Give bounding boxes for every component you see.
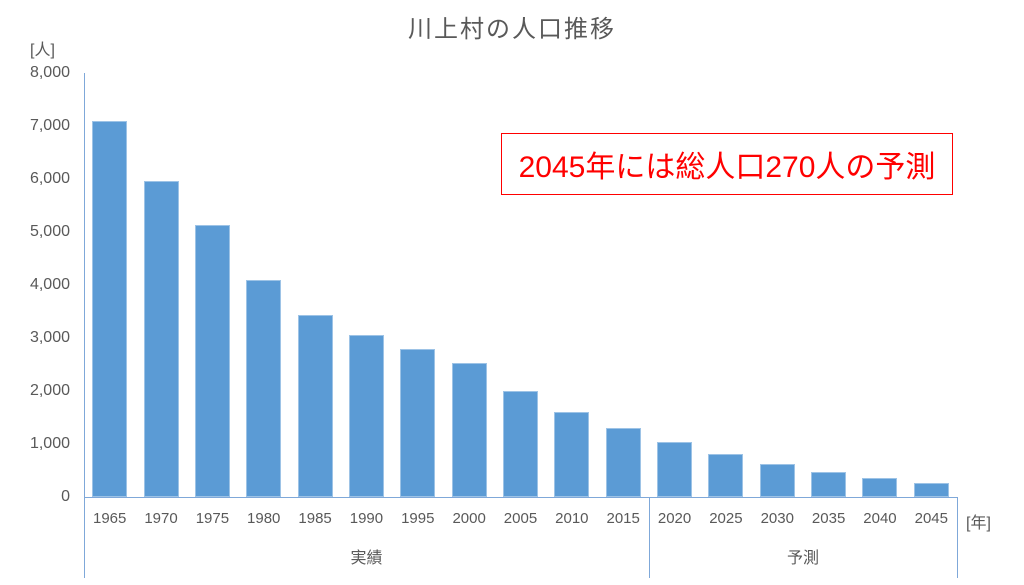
bar-2000 bbox=[451, 362, 487, 497]
bar-1970 bbox=[143, 180, 179, 497]
x-tick-label-2030: 2030 bbox=[760, 510, 794, 527]
y-axis-line bbox=[84, 73, 85, 578]
bar-2035 bbox=[811, 472, 847, 497]
x-tick-label-1990: 1990 bbox=[349, 510, 384, 527]
bar-1995 bbox=[400, 349, 436, 497]
bar-1965 bbox=[92, 120, 128, 497]
x-tick-label-2000: 2000 bbox=[452, 510, 486, 527]
group-label-actual: 実績 bbox=[350, 550, 383, 567]
bar-2030 bbox=[759, 464, 795, 497]
group-label-forecast: 予測 bbox=[786, 550, 819, 567]
bar-2045 bbox=[913, 482, 949, 497]
bar-1980 bbox=[246, 279, 282, 497]
y-tick-label: 3,000 bbox=[29, 329, 70, 346]
bar-1975 bbox=[194, 224, 230, 497]
axis-end-line bbox=[957, 497, 958, 578]
bar-2005 bbox=[503, 391, 538, 497]
y-tick-label: 8,000 bbox=[29, 64, 70, 81]
x-tick-label-2010: 2010 bbox=[555, 510, 589, 527]
y-tick-label: 7,000 bbox=[29, 117, 70, 134]
x-tick-label-2005: 2005 bbox=[503, 510, 538, 527]
bar-2010 bbox=[554, 411, 590, 497]
x-tick-label-1965: 1965 bbox=[92, 510, 127, 527]
y-tick-label: 5,000 bbox=[29, 223, 70, 240]
bar-1990 bbox=[348, 335, 384, 497]
x-tick-label-2020: 2020 bbox=[657, 510, 692, 527]
x-tick-label-1985: 1985 bbox=[298, 510, 332, 527]
bar-2015 bbox=[605, 428, 641, 497]
y-tick-label: 2,000 bbox=[29, 382, 70, 399]
y-tick-label: 1,000 bbox=[29, 435, 70, 452]
x-tick-label-2045: 2045 bbox=[914, 510, 948, 527]
bar-2020 bbox=[657, 441, 693, 497]
x-tick-label-1995: 1995 bbox=[401, 510, 435, 527]
bar-2025 bbox=[708, 454, 744, 497]
y-axis-unit-label: [人] bbox=[30, 42, 55, 59]
y-tick-label: 4,000 bbox=[29, 276, 70, 293]
annotation-text: 2045年には総人口270人の予測 bbox=[518, 151, 936, 184]
x-tick-label-1980: 1980 bbox=[247, 510, 281, 527]
bar-1985 bbox=[297, 315, 333, 497]
x-tick-label-1975: 1975 bbox=[195, 510, 230, 527]
chart-title: 川上村の人口推移 bbox=[408, 16, 616, 43]
x-tick-label-1970: 1970 bbox=[144, 510, 178, 527]
group-separator-line bbox=[649, 497, 650, 578]
x-axis-unit-label: [年] bbox=[966, 515, 991, 532]
x-axis-line bbox=[84, 497, 958, 498]
bar-2040 bbox=[862, 477, 898, 497]
x-tick-label-2025: 2025 bbox=[709, 510, 743, 527]
x-tick-label-2040: 2040 bbox=[863, 510, 897, 527]
x-tick-label-2035: 2035 bbox=[811, 510, 846, 527]
x-tick-label-2015: 2015 bbox=[606, 510, 640, 527]
y-tick-label: 6,000 bbox=[29, 170, 70, 187]
annotation-callout-box: 2045年には総人口270人の予測 bbox=[501, 133, 953, 195]
y-tick-label: 0 bbox=[61, 488, 70, 505]
